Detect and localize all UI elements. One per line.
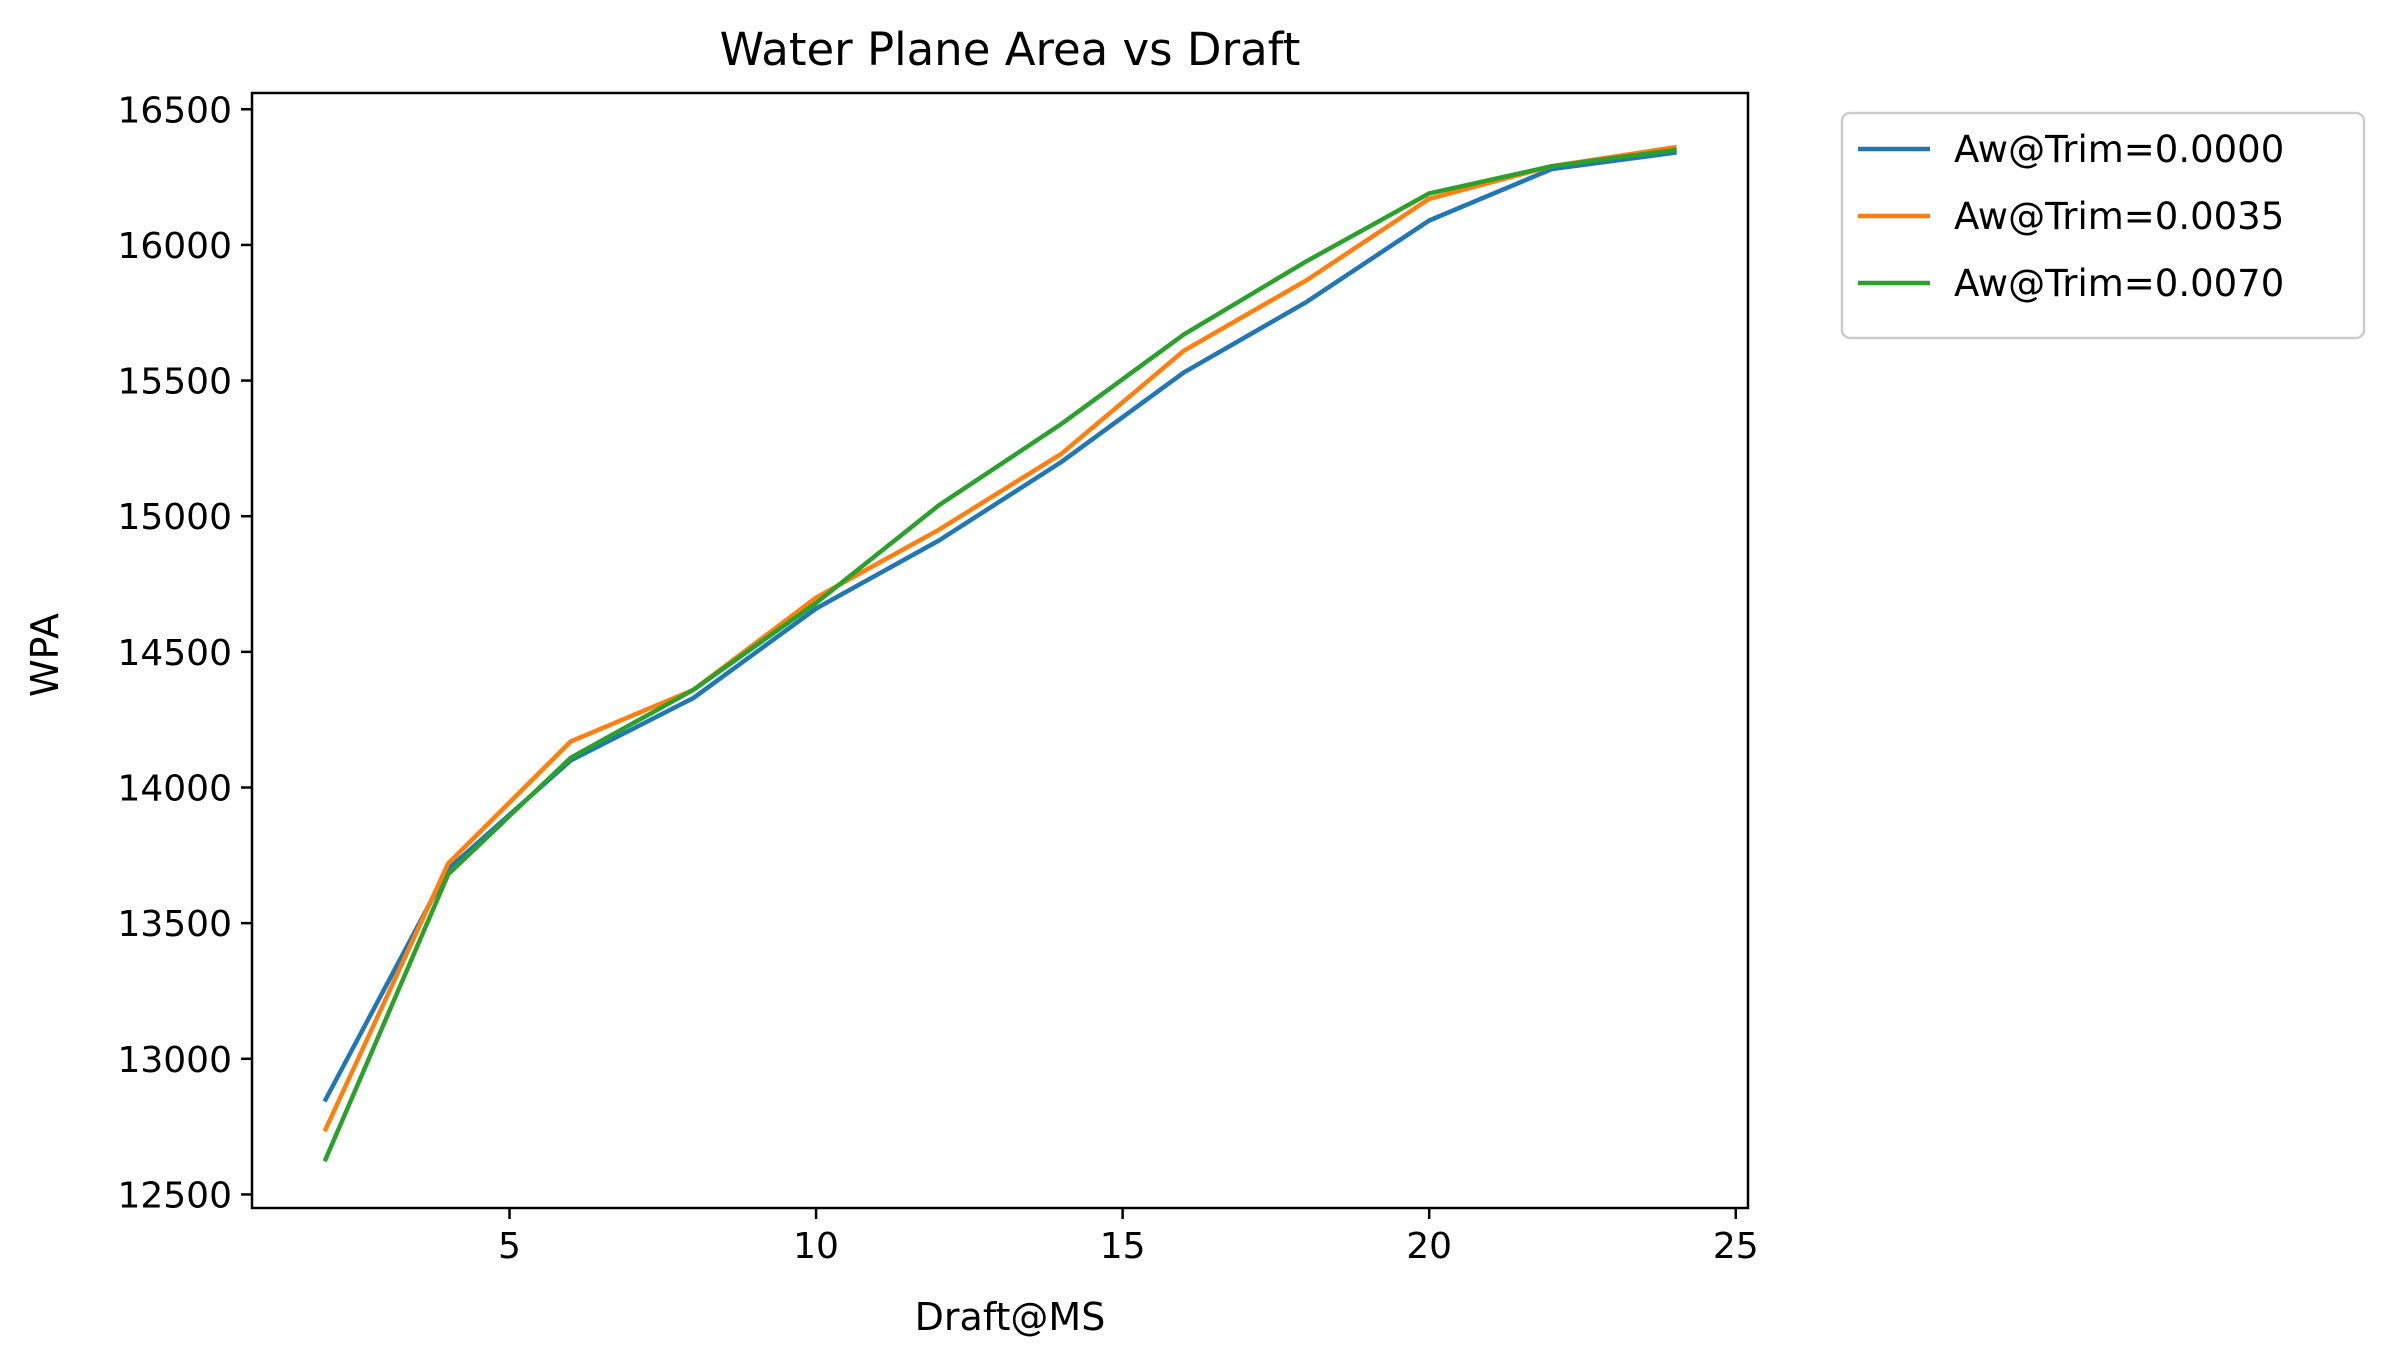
x-tick-label-3: 20 (1406, 1226, 1452, 1267)
y-tick-label-0: 12500 (117, 1175, 232, 1216)
y-tick-label-5: 15000 (117, 497, 232, 538)
series-line-2 (322, 147, 1677, 1163)
y-tick-label-4: 14500 (117, 633, 232, 674)
y-tick-label-1: 13000 (117, 1040, 232, 1081)
plot-frame (250, 91, 1750, 1210)
legend-label-0: Aw@Trim=0.0000 (1954, 128, 2284, 171)
legend: Aw@Trim=0.0000 Aw@Trim=0.0035 Aw@Trim=0.00… (1840, 111, 2366, 340)
chart-title: Water Plane Area vs Draft (720, 23, 1301, 76)
x-tick-label-4: 25 (1713, 1226, 1759, 1267)
y-tick-label-7: 16000 (117, 226, 232, 267)
x-tick-label-1: 10 (793, 1226, 839, 1267)
y-axis-label: WPA (23, 613, 67, 697)
legend-label-2: Aw@Trim=0.0070 (1954, 262, 2284, 305)
plot-area: 5 10 15 20 25 12500 13000 13500 14000 14500 15000 1… (117, 90, 1758, 1267)
x-tick-label-0: 5 (498, 1226, 521, 1267)
y-tick-label-3: 14000 (117, 769, 232, 810)
y-tick-label-6: 15500 (117, 362, 232, 403)
y-tick-label-2: 13500 (117, 904, 232, 945)
x-tick-label-2: 15 (1100, 1226, 1146, 1267)
y-tick-label-8: 16500 (117, 90, 232, 131)
series-line-1 (322, 144, 1677, 1133)
legend-box (1840, 111, 2366, 340)
x-axis-label: Draft@MS (915, 1295, 1106, 1339)
legend-label-1: Aw@Trim=0.0035 (1954, 195, 2284, 238)
